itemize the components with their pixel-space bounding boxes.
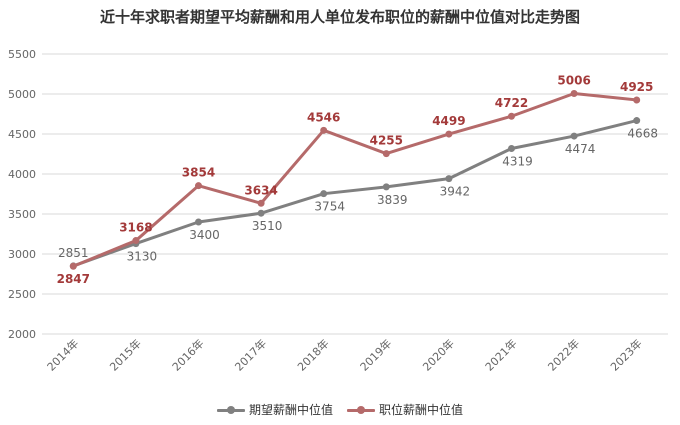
point-posted [570, 90, 578, 98]
y-tick-label: 3000 [8, 248, 36, 261]
data-label-posted: 4546 [307, 110, 340, 124]
point-expected [382, 183, 390, 191]
x-tick-label: 2017年 [232, 336, 269, 373]
point-posted [257, 199, 265, 207]
legend-label-posted: 职位薪酬中位值 [379, 403, 464, 417]
data-label-expected: 3130 [127, 250, 158, 264]
y-tick-label: 4500 [8, 128, 36, 141]
x-tick-label: 2016年 [169, 336, 206, 373]
point-expected [633, 117, 641, 125]
legend-item-expected[interactable]: 期望薪酬中位值 [216, 401, 333, 418]
legend-label-expected: 期望薪酬中位值 [248, 403, 333, 417]
data-label-posted: 5006 [557, 74, 590, 88]
legend-item-posted[interactable]: 职位薪酬中位值 [347, 401, 463, 418]
data-label-posted: 2847 [57, 272, 90, 286]
point-expected [508, 144, 515, 152]
series-layer [69, 90, 641, 270]
point-posted [195, 182, 202, 190]
x-tick-label: 2021年 [482, 336, 519, 373]
point-expected [257, 209, 265, 217]
x-tick-label: 2018年 [294, 336, 331, 373]
data-label-expected: 2851 [58, 246, 89, 260]
point-posted [320, 126, 328, 134]
data-label-posted: 4925 [620, 80, 653, 94]
data-label-posted: 4722 [495, 96, 528, 110]
grid-lines [42, 53, 668, 335]
x-tick-label: 2019年 [357, 336, 394, 373]
data-label-expected: 3754 [314, 200, 345, 214]
y-tick-label: 4000 [8, 168, 36, 181]
point-expected [445, 175, 453, 183]
point-posted [445, 130, 453, 138]
legend-swatch-expected [216, 403, 245, 417]
data-label-posted: 3168 [119, 221, 152, 235]
y-tick-label: 5000 [8, 88, 36, 101]
data-label-expected: 4668 [627, 127, 658, 141]
data-labels-layer: 2851 3130 3400 3510 3754 3839 3942 4319 4474 4668… [57, 74, 658, 287]
x-tick-label: 2023年 [607, 336, 644, 373]
data-label-expected: 4319 [502, 154, 533, 168]
point-posted [633, 96, 641, 104]
x-tick-label: 2015年 [107, 336, 144, 373]
point-expected [320, 190, 328, 198]
y-axis-ticks: 2000 2500 3000 3500 4000 4500 5000 5500 [8, 48, 36, 341]
data-label-expected: 3942 [440, 185, 471, 199]
x-tick-label: 2022年 [545, 336, 582, 373]
data-label-posted: 3854 [182, 166, 215, 180]
legend: 期望薪酬中位值 职位薪酬中位值 [0, 401, 680, 418]
y-tick-label: 3500 [8, 208, 36, 221]
point-expected [570, 132, 578, 140]
data-label-posted: 3634 [244, 183, 277, 197]
data-label-posted: 4255 [370, 134, 403, 148]
chart-title: 近十年求职者期望平均薪酬和用人单位发布职位的薪酬中位值对比走势图 [99, 8, 580, 26]
series-line-posted [71, 92, 639, 268]
point-posted [508, 112, 515, 120]
y-tick-label: 5500 [8, 48, 36, 61]
y-tick-label: 2500 [8, 288, 36, 301]
data-label-expected: 3510 [252, 219, 283, 233]
x-tick-label: 2020年 [420, 336, 457, 373]
legend-swatch-posted [347, 403, 375, 417]
data-label-posted: 4499 [432, 114, 465, 128]
x-tick-label: 2014年 [44, 336, 81, 373]
data-label-expected: 4474 [565, 142, 596, 156]
point-posted [382, 150, 390, 158]
point-expected [195, 218, 202, 226]
x-axis-ticks: 2014年 2015年 2016年 2017年 2018年 2019年 2020年 2021年… [44, 336, 645, 373]
data-label-expected: 3839 [377, 193, 408, 207]
y-tick-label: 2000 [8, 328, 36, 341]
point-posted [69, 262, 77, 270]
series-line-expected [71, 119, 639, 268]
data-label-expected: 3400 [189, 228, 220, 242]
point-posted [132, 237, 140, 245]
